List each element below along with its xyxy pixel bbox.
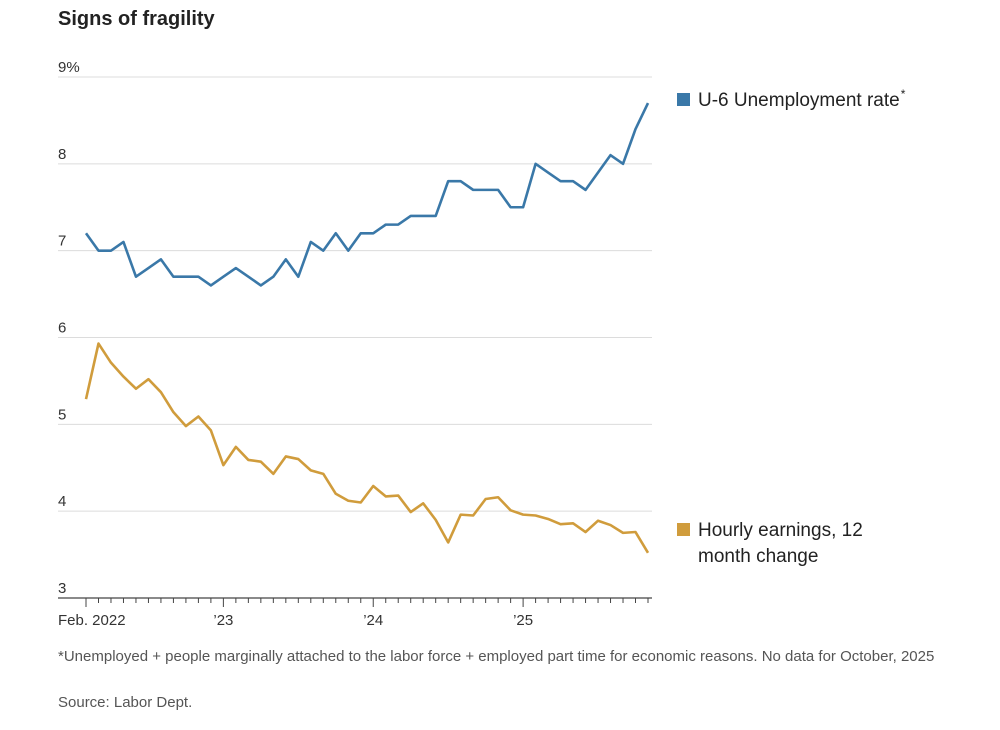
x-tick-label: ’24 [363,612,383,629]
chart-title: Signs of fragility [58,8,215,30]
source-note: Source: Labor Dept. [58,694,193,711]
y-tick-label-6: 6 [58,320,66,337]
x-tick-label: ’25 [513,612,533,629]
legend-swatch-unemployment [677,93,690,106]
series-lines [84,102,650,554]
y-axis-ticks: 3 4 5 6 7 8 9% [58,59,80,597]
line-chart: 3 4 5 6 7 8 9% Feb. 2022 ’23 ’24 ’25 U-6 Unemploy… [58,59,906,629]
legend-asterisk: * [901,87,906,101]
legend: U-6 Unemployment rate * Hourly earnings, 1… [677,87,906,567]
grid-lines [58,76,652,512]
legend-swatch-earnings [677,523,690,536]
y-tick-label-5: 5 [58,406,66,423]
y-tick-label-7: 7 [58,233,66,250]
legend-label-unemployment: U-6 Unemployment rate [698,90,900,111]
y-tick-label-3: 3 [58,580,66,597]
legend-label-earnings-line-1: Hourly earnings, 12 [698,520,863,541]
y-tick-label-4: 4 [58,493,66,510]
legend-label-earnings-line-2: month change [698,546,818,567]
y-tick-label-8: 8 [58,146,66,163]
x-axis: Feb. 2022 ’23 ’24 ’25 [58,597,652,629]
footnote: *Unemployed + people marginally attached… [58,648,935,665]
y-tick-label-9: 9% [58,59,80,76]
series-line-1 [84,342,650,554]
series-line-0 [84,102,650,287]
x-tick-label: Feb. 2022 [58,612,126,629]
x-tick-label: ’23 [213,612,233,629]
